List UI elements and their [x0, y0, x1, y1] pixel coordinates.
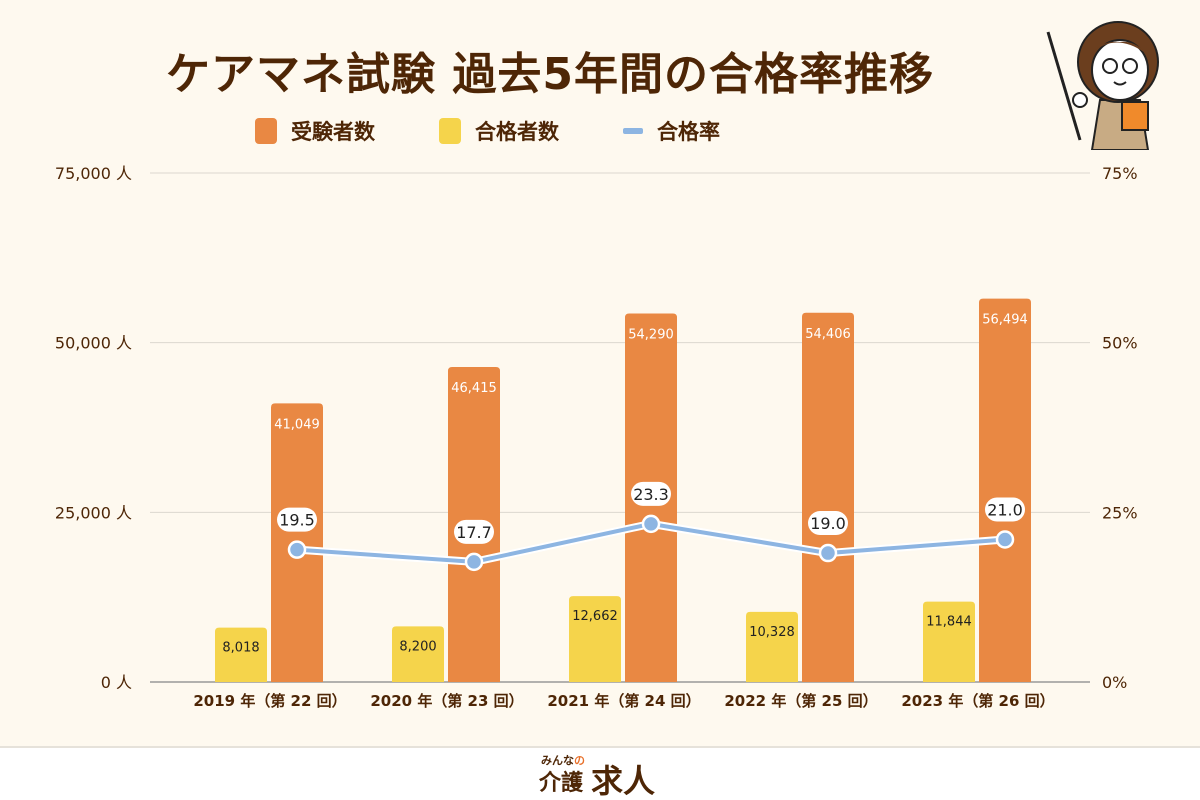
legend-swatch-yellow	[439, 118, 461, 144]
y-left-tick-label: 50,000 人	[55, 334, 132, 353]
pass-rate-point	[287, 540, 307, 559]
data-label-background	[454, 519, 494, 544]
data-label-background	[277, 507, 317, 532]
bar-label-passers: 11,844	[926, 615, 972, 630]
bar-label-examinees: 54,406	[805, 327, 851, 342]
chart-title: ケアマネ試験 過去5年間の合格率推移	[166, 49, 934, 100]
bar-passers	[392, 626, 444, 682]
bar-label-passers: 8,200	[399, 639, 436, 654]
teacher-mascot-illustration	[1046, 21, 1159, 150]
bar-label-examinees: 46,415	[451, 381, 497, 396]
data-label-background	[631, 481, 671, 506]
legend-swatch-orange	[255, 118, 277, 144]
legend-label: 合格者数	[475, 120, 559, 144]
x-tick-label: 2022 年（第 25 回）	[724, 692, 877, 710]
x-tick-label: 2021 年（第 24 回）	[547, 692, 700, 710]
bar-label-examinees: 56,494	[982, 313, 1028, 328]
y-right-tick-label: 25%	[1102, 503, 1138, 522]
y-right-tick-label: 50%	[1102, 334, 1138, 353]
minna-no-kaigo-kyujin-logo: みんなの 介護 求人	[538, 754, 655, 796]
bar-label-passers: 12,662	[572, 609, 618, 624]
bar-passers	[746, 611, 798, 682]
pass-rate-point	[464, 552, 484, 572]
x-tick-label: 2023 年（第 26 回）	[901, 692, 1054, 710]
data-label-background	[985, 497, 1025, 522]
pass-rate-point	[641, 514, 661, 534]
bar-passers	[569, 596, 621, 682]
y-left-tick-label: 25,000 人	[55, 503, 132, 522]
legend-item-pass-rate: 合格率	[623, 116, 720, 146]
bar-passers	[215, 627, 267, 682]
y-right-tick-label: 0%	[1102, 673, 1127, 692]
svg-text:介護: 介護	[538, 770, 584, 796]
x-tick-label: 2020 年（第 23 回）	[370, 692, 523, 710]
svg-text:求人: 求人	[591, 762, 655, 796]
x-tick-label: 2019 年（第 22 回）	[193, 692, 346, 710]
legend-item-examinees: 受験者数	[255, 116, 375, 146]
y-left-tick-label: 0 人	[101, 673, 132, 692]
combo-chart: 0 人 0% 25,000 人 25% 50,000 人 50% 75,000 人 75% 8,…	[55, 164, 1138, 710]
pass-rate-label: 19.5	[279, 511, 315, 530]
legend-item-passers: 合格者数	[439, 116, 559, 146]
bar-label-examinees: 41,049	[274, 417, 320, 432]
pass-rate-label: 21.0	[987, 500, 1023, 519]
bar-label-passers: 10,328	[749, 625, 795, 640]
pass-rate-point	[818, 543, 838, 563]
legend-label: 受験者数	[291, 120, 375, 144]
bar-examinees	[979, 298, 1031, 682]
data-label-background	[808, 511, 848, 536]
pass-rate-label: 17.7	[456, 523, 492, 542]
y-left-tick-label: 75,000 人	[55, 164, 132, 183]
pass-rate-point	[995, 530, 1015, 549]
legend-label: 合格率	[657, 120, 720, 144]
bar-examinees	[802, 312, 854, 682]
pass-rate-label: 23.3	[633, 485, 669, 504]
bar-label-examinees: 54,290	[628, 328, 674, 343]
legend-swatch-line	[623, 128, 643, 134]
legend: 受験者数 合格者数 合格率	[255, 116, 784, 146]
svg-text:みんなの: みんなの	[541, 754, 585, 767]
bar-passers	[923, 601, 975, 682]
y-right-tick-label: 75%	[1102, 164, 1138, 183]
bar-label-passers: 8,018	[222, 641, 259, 656]
pass-rate-label: 19.0	[810, 514, 846, 533]
